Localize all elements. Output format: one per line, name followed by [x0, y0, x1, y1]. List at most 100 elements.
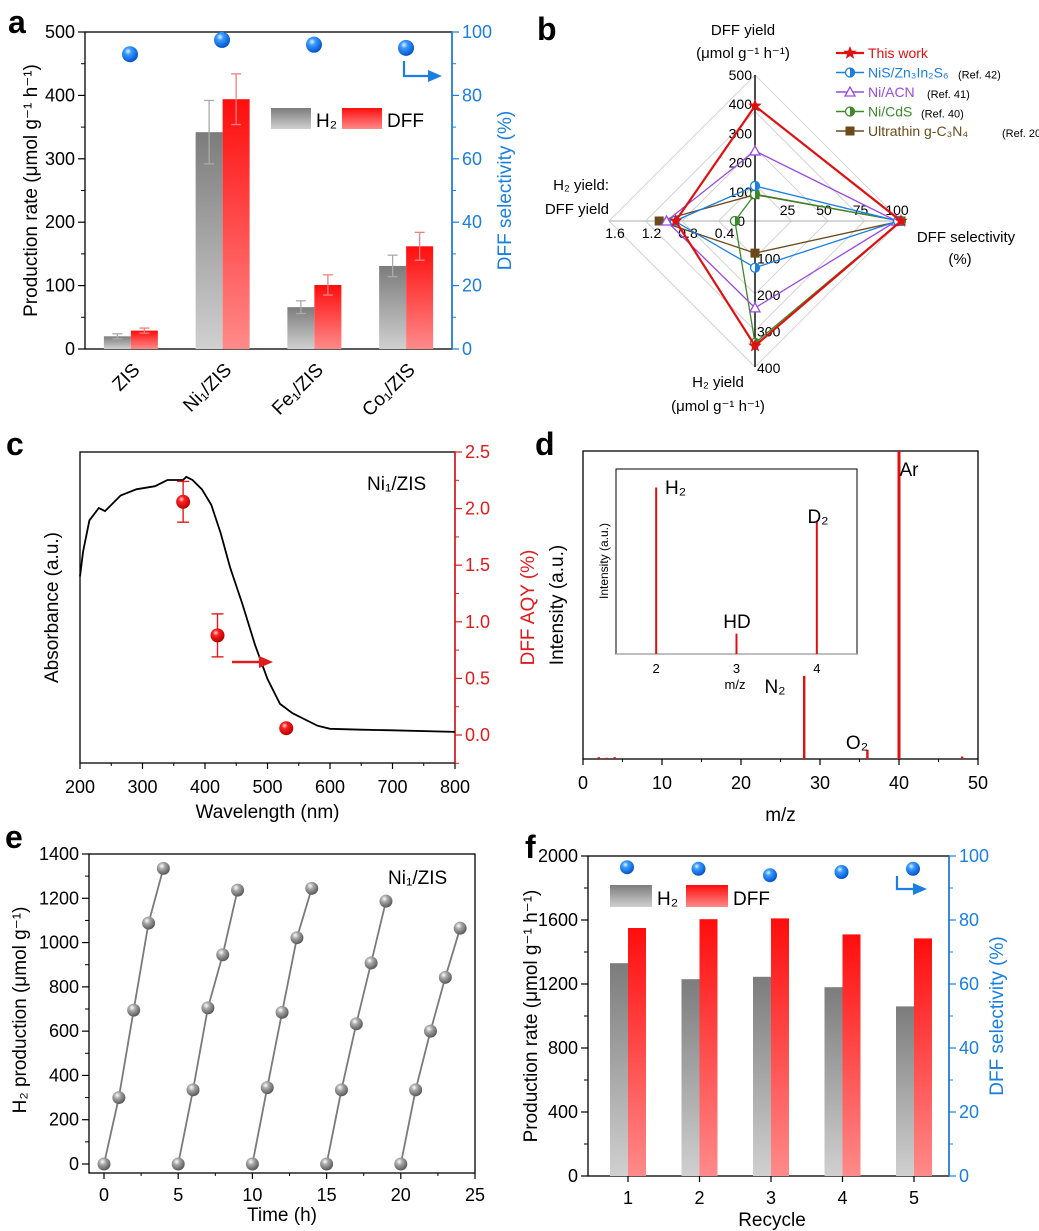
half-circle-fill [755, 181, 760, 191]
aqy-point [176, 494, 191, 509]
cycle-line [399, 927, 462, 1165]
y-tick-label: 0 [568, 1166, 578, 1186]
selectivity-point [691, 861, 706, 876]
panel-a: a0100200300400500020406080100Production … [8, 4, 516, 421]
x-axis-title: Wavelength (nm) [196, 802, 340, 823]
data-point [394, 1157, 408, 1171]
y-tick-label: 1000 [39, 933, 79, 953]
x-tick-label: 800 [440, 777, 470, 797]
arrow-head [913, 883, 927, 895]
bar-dff [771, 918, 789, 1176]
inset-x-tick-label: 2 [653, 661, 660, 676]
arrow-head [428, 70, 442, 82]
y2-axis-title: DFF AQY (%) [518, 550, 539, 666]
data-point [112, 1091, 126, 1105]
half-circle-fill [850, 107, 855, 116]
legend-label: DFF [387, 111, 424, 132]
bar-dff [842, 934, 861, 1176]
x-tick-label: 25 [465, 1185, 485, 1205]
radar-tick-label: 200 [757, 287, 781, 303]
cycle-series [171, 883, 245, 1171]
x-axis-title: Recycle [738, 1210, 806, 1231]
x-tick-label: 0 [99, 1185, 109, 1205]
legend-swatch-dff [342, 108, 382, 129]
y2-axis-title: DFF selectivity (%) [987, 936, 1008, 1095]
selectivity-point [306, 36, 322, 53]
peak-label: N₂ [764, 677, 785, 698]
data-point [275, 1005, 289, 1019]
x-tick-label: Fe₁/ZIS [268, 360, 328, 420]
x-tick-label: 10 [242, 1185, 262, 1205]
data-point [97, 1157, 111, 1171]
radar-series [669, 99, 908, 352]
radar-tick-label: 1.6 [605, 225, 625, 241]
inset: 2 3 4 m/z Intensity (a.u.) H₂ HD D₂ [597, 468, 858, 692]
x-tick-label: 5 [909, 1188, 919, 1208]
x-tick-label: 15 [317, 1185, 337, 1205]
radar-tick-label: 0.4 [715, 225, 735, 241]
y-axis-title: Absorbance (a.u.) [42, 532, 63, 683]
half-circle-fill [755, 189, 760, 199]
data-point [186, 1083, 200, 1097]
y-tick-label: 800 [49, 977, 79, 997]
y2-tick-label: 20 [959, 1102, 979, 1122]
axis-indicator-arrow [895, 876, 927, 895]
aqy-point [210, 628, 225, 643]
triangle-marker [748, 301, 762, 313]
axis-unit-top: (μmol g⁻¹ h⁻¹) [696, 45, 790, 62]
y2-tick-label: 40 [462, 212, 482, 232]
data-point [379, 894, 393, 908]
square-marker [750, 248, 760, 258]
radar-tick-label: 400 [757, 360, 781, 376]
panel-e: e 0 200 400 600 800 1000 1200 1400 0 5 10 15 20 25 Time… [5, 819, 485, 1226]
data-point [171, 1157, 185, 1171]
data-point [142, 916, 156, 930]
selectivity-point [122, 46, 138, 63]
axis-title-top: DFF yield [711, 22, 775, 39]
bar-h2 [681, 979, 700, 1176]
cycle-series [245, 881, 319, 1171]
aqy-point [279, 721, 294, 736]
inset-x-tick-label: 4 [813, 661, 820, 676]
legend-ref: (Ref. 40) [921, 109, 964, 121]
bar-h2 [379, 265, 407, 349]
square-marker [845, 126, 855, 136]
data-point [423, 1024, 437, 1038]
bar-dff [628, 928, 646, 1176]
bar-dff [222, 99, 250, 349]
axis-title-left: H₂ yield: [553, 177, 609, 194]
x-tick-label: 10 [652, 773, 672, 793]
peak-label: O₂ [846, 733, 868, 754]
panel-d: d 0 10 20 30 40 50 m/z Intensity (a.u.) N₂ O₂ Ar 2 3 4… [535, 426, 988, 826]
arrow-shaft [402, 61, 430, 78]
x-tick-label: 0 [578, 773, 588, 793]
cycle-series [320, 894, 393, 1171]
y2-tick-label: 1.0 [465, 612, 490, 632]
selectivity-point [620, 860, 634, 875]
data-point [349, 1017, 363, 1031]
panel-label: e [5, 819, 23, 855]
selectivity-point [906, 861, 920, 876]
radar-zero-label: 0 [737, 213, 745, 229]
y-tick-label: 1200 [538, 974, 578, 994]
x-tick-label: 4 [837, 1188, 847, 1208]
triangle-marker [660, 214, 673, 226]
y-tick-label: 800 [548, 1038, 578, 1058]
y-tick-label: 0 [65, 339, 75, 359]
legend-ref: (Ref. 20) [1002, 128, 1039, 140]
radar-polygon [674, 104, 903, 348]
legend-label: Ni/CdS [868, 104, 912, 120]
axis-unit-right: (%) [948, 251, 971, 268]
sample-annotation: Ni₁/ZIS [367, 474, 426, 495]
bar-dff [406, 246, 434, 349]
y-axis-title: H₂ production (μmol g⁻¹) [10, 907, 31, 1114]
star-marker [669, 214, 683, 227]
star-marker [894, 214, 908, 227]
triangle-marker [748, 144, 762, 156]
x-tick-label: 3 [766, 1188, 776, 1208]
plot-frame [79, 451, 456, 764]
data-point [438, 970, 452, 984]
x-tick-label: 400 [190, 777, 220, 797]
legend-item: Ni/ACN (Ref. 41) [836, 84, 970, 101]
